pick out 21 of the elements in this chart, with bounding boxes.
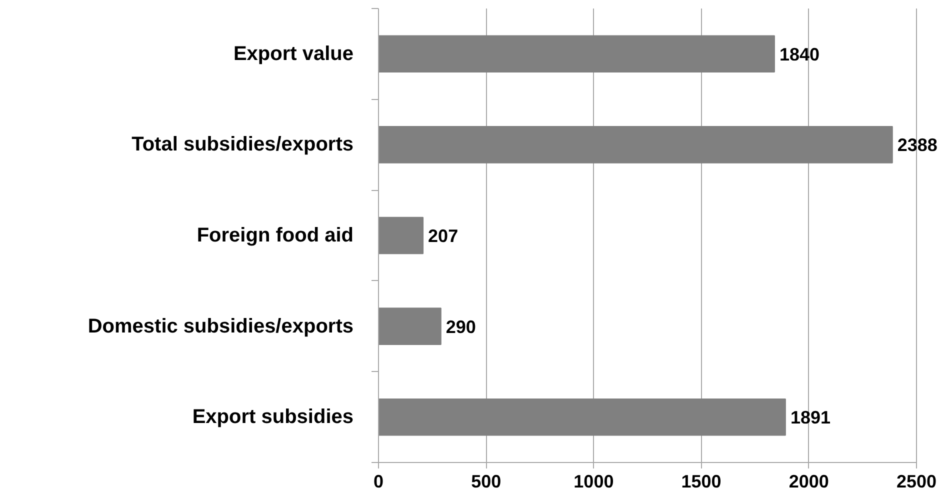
bar	[378, 308, 442, 345]
x-tick-label: 1500	[681, 472, 722, 492]
bar	[378, 35, 775, 73]
y-tick-label: Export subsidies	[192, 406, 354, 428]
data-label: 1840	[779, 44, 820, 64]
data-label: 207	[428, 226, 458, 246]
y-tick-label: Foreign food aid	[196, 224, 354, 246]
x-tick-label: 0	[373, 472, 384, 492]
bar	[378, 398, 786, 436]
data-label: 1891	[790, 408, 830, 428]
data-label: 290	[446, 316, 476, 337]
bar	[378, 126, 893, 164]
y-tick-label: Total subsidies/exports	[132, 134, 354, 156]
data-label: 2388	[897, 135, 938, 156]
x-tick-label: 1000	[574, 472, 614, 492]
x-tick-label: 2000	[788, 472, 829, 492]
bar	[378, 216, 424, 254]
x-tick-label: 2500	[896, 472, 937, 492]
y-tick-label: Domestic subsidies/exports	[88, 315, 354, 338]
y-tick-label: Export value	[233, 42, 354, 65]
x-tick-label: 500	[471, 472, 502, 492]
